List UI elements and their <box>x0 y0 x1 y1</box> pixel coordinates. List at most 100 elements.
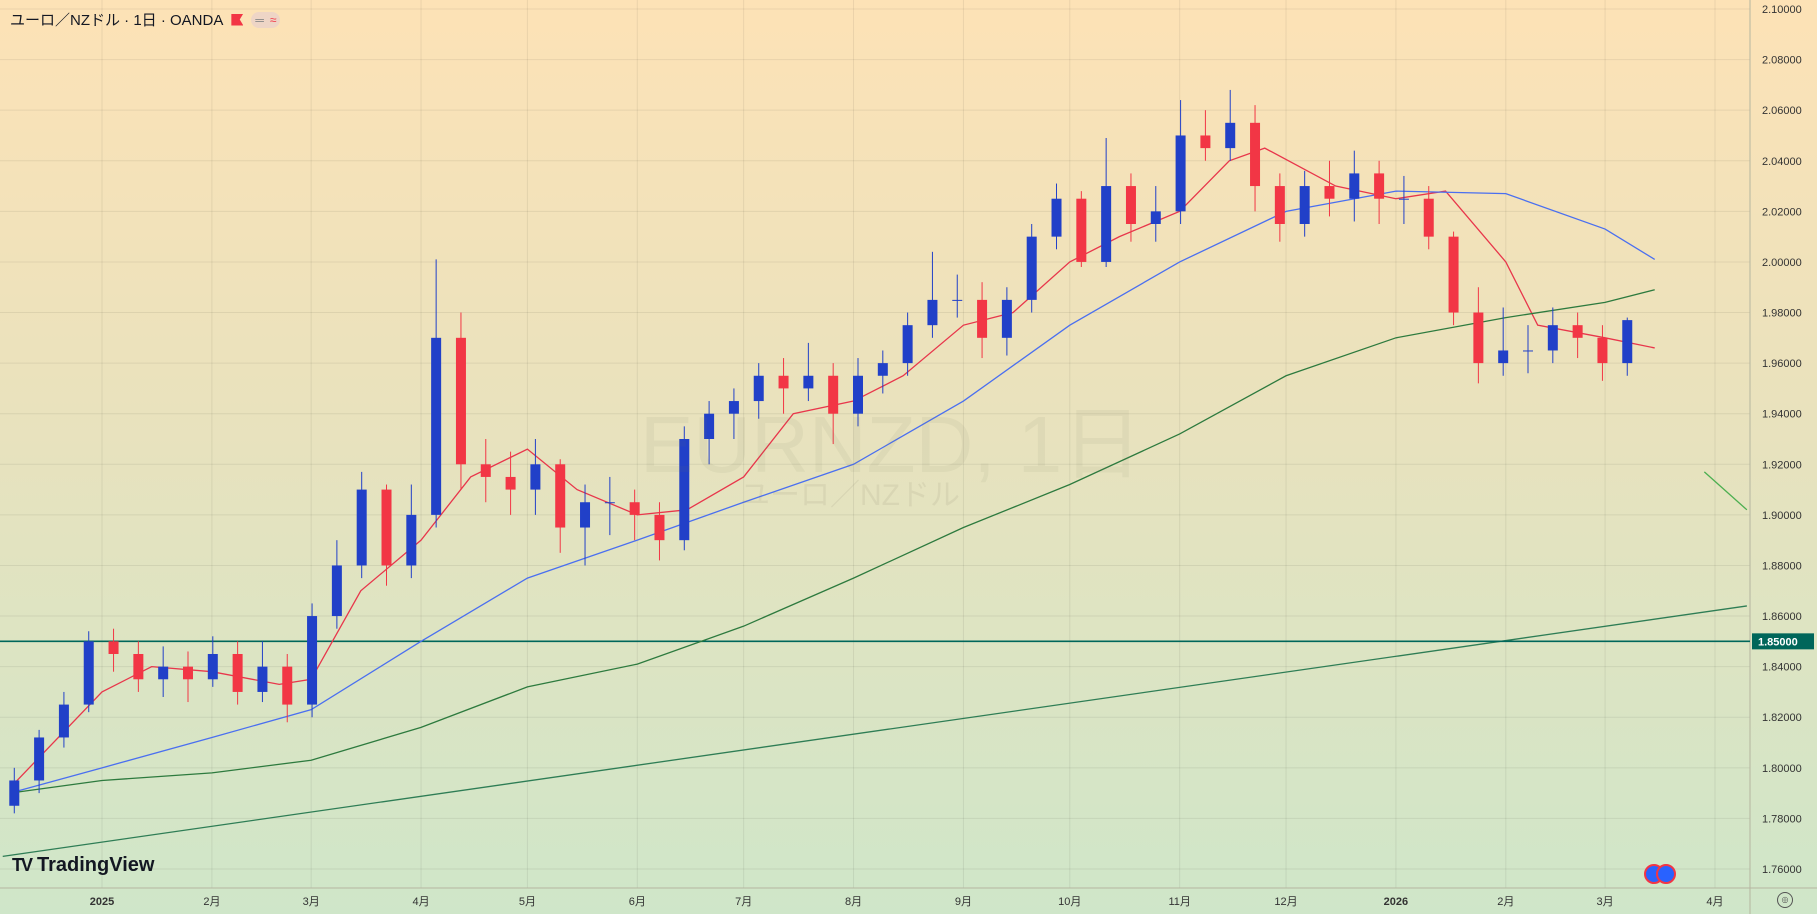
trend-line <box>2 605 1747 857</box>
candle <box>555 459 566 553</box>
candle-body <box>1597 337 1608 364</box>
candle <box>604 476 615 536</box>
candle <box>307 603 318 718</box>
candle-body <box>555 464 566 528</box>
price-label: 1.85000 <box>1758 636 1798 648</box>
candle <box>1448 231 1459 326</box>
candle-body <box>704 413 715 439</box>
candle-body <box>977 299 988 338</box>
candle <box>1175 100 1186 224</box>
price-label-box <box>1752 633 1814 650</box>
currency-flags-icon[interactable] <box>1644 864 1676 884</box>
time-tick-label: 10月 <box>1058 896 1081 908</box>
candle <box>704 401 715 465</box>
candle <box>133 641 144 692</box>
candle <box>182 651 193 703</box>
price-tick-label: 2.10000 <box>1762 4 1802 16</box>
candle-body <box>654 514 665 541</box>
candle-body <box>1200 135 1211 149</box>
candle <box>282 653 293 723</box>
candle-body <box>1225 122 1236 149</box>
candle <box>1274 173 1285 242</box>
candle <box>580 484 591 566</box>
candle-body <box>828 375 839 414</box>
indicator-pill[interactable]: ═ ≈ <box>251 11 281 28</box>
time-tick-label: 8月 <box>845 896 862 908</box>
time-tick-label: 6月 <box>629 896 646 908</box>
trend-line <box>1703 471 1748 511</box>
candle-body <box>83 641 94 705</box>
candle <box>1250 105 1261 212</box>
candle <box>952 274 963 318</box>
price-tick-label: 1.94000 <box>1762 409 1802 421</box>
candle-body <box>778 375 789 389</box>
candle-body <box>1349 173 1360 199</box>
candle <box>1225 89 1236 161</box>
candle-body <box>1150 211 1161 224</box>
candle <box>455 312 466 490</box>
candle-body <box>1398 198 1409 200</box>
candle <box>530 438 541 515</box>
candle-body <box>1101 186 1112 262</box>
time-tick-label: 3月 <box>1597 896 1614 908</box>
candle-body <box>604 502 615 504</box>
candle <box>654 502 665 561</box>
price-tick-label: 1.90000 <box>1762 510 1802 522</box>
candle-body <box>9 780 20 806</box>
candle <box>480 438 491 503</box>
candle-body <box>1622 320 1633 364</box>
candle-body <box>1498 350 1509 364</box>
chart-header: ユーロ／NZドル · 1日 · OANDA ═ ≈ <box>10 9 281 30</box>
candle-body <box>133 653 144 680</box>
candle <box>207 636 218 687</box>
candle <box>431 259 442 528</box>
candle <box>1547 307 1558 364</box>
candle <box>1349 150 1360 222</box>
candle-body <box>431 337 442 515</box>
time-tick-label: 2月 <box>203 896 220 908</box>
watermark-name: ユーロ／NZドル <box>740 479 960 512</box>
candle <box>753 363 764 419</box>
candle <box>1473 287 1484 384</box>
candle <box>1597 325 1608 381</box>
price-tick-label: 1.96000 <box>1762 358 1802 370</box>
candle <box>728 388 739 439</box>
candle-body <box>257 666 268 692</box>
candle <box>1523 325 1533 374</box>
candle <box>9 767 20 814</box>
candle-body <box>1175 135 1186 212</box>
candle-body <box>505 476 516 490</box>
candle <box>1299 170 1310 237</box>
candle <box>257 641 268 703</box>
candle <box>1101 137 1112 267</box>
candle-body <box>1423 198 1434 237</box>
price-tick-label: 1.92000 <box>1762 459 1802 471</box>
candle-body <box>852 375 863 414</box>
watermark-symbol: EURNZD, 1日 <box>640 400 1143 489</box>
price-tick-label: 1.84000 <box>1762 662 1802 674</box>
symbol-title[interactable]: ユーロ／NZドル · 1日 · OANDA <box>10 12 224 29</box>
candle <box>356 471 367 579</box>
candle-body <box>480 464 491 477</box>
candle-body <box>182 666 193 680</box>
price-tick-label: 1.98000 <box>1762 308 1802 320</box>
candle <box>1622 317 1633 376</box>
settings-eye-icon[interactable]: ◎ <box>1777 892 1793 908</box>
flag-icon[interactable] <box>231 13 244 26</box>
candle <box>629 489 640 541</box>
time-tick-label: 2月 <box>1497 896 1514 908</box>
candle <box>108 628 119 672</box>
price-tick-label: 1.88000 <box>1762 560 1802 572</box>
price-tick-label: 1.86000 <box>1762 611 1802 623</box>
candle-body <box>1523 350 1533 352</box>
candle-body <box>282 666 293 705</box>
candle <box>679 426 690 551</box>
tradingview-logo[interactable]: TV TradingView <box>12 854 154 877</box>
candle <box>406 484 417 579</box>
candle-body <box>803 375 814 389</box>
candle <box>232 641 243 705</box>
wave-icon: ≈ <box>269 12 277 27</box>
candle-body <box>1051 198 1062 237</box>
price-tick-label: 1.80000 <box>1762 763 1802 775</box>
